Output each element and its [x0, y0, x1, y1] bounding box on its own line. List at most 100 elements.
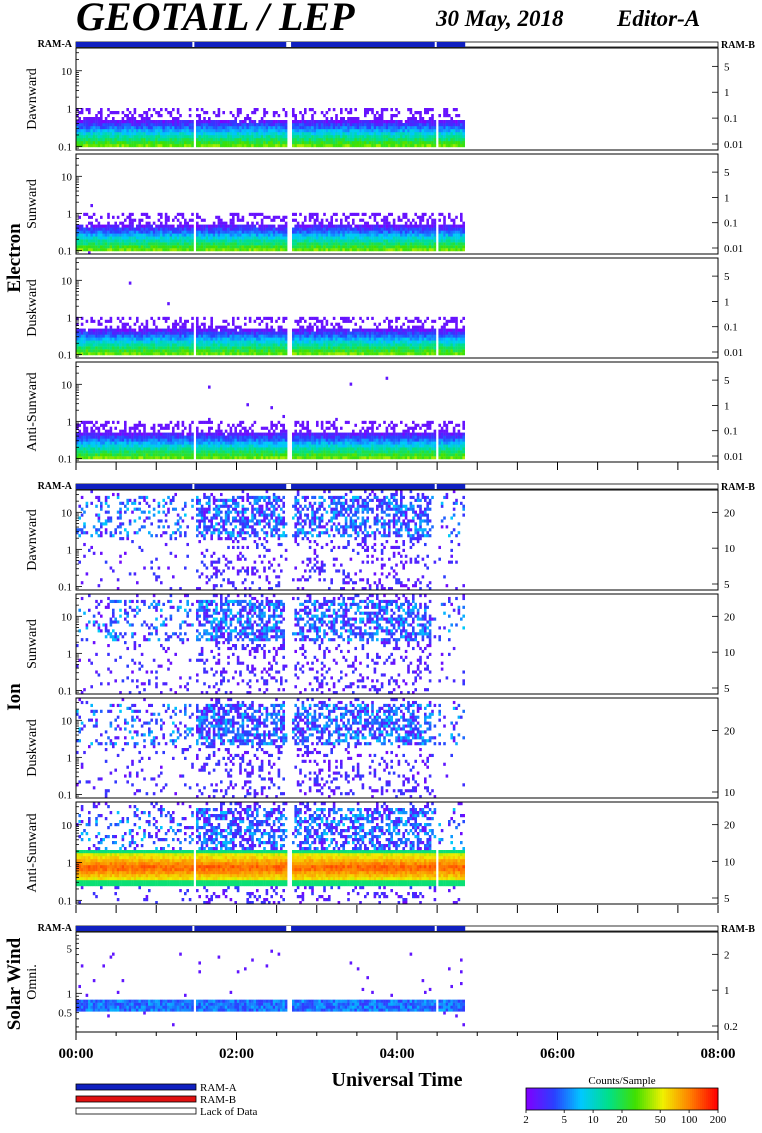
heat-cell — [100, 317, 103, 320]
heat-cell — [112, 343, 115, 346]
heat-cell — [186, 343, 189, 346]
heat-cell — [256, 340, 259, 343]
heat-cell — [414, 230, 417, 233]
heat-cell — [251, 126, 254, 129]
heat-cell — [299, 326, 302, 329]
heat-cell — [388, 228, 391, 231]
heat-cell — [160, 114, 163, 117]
heat-cell — [88, 144, 91, 147]
heat-cell — [81, 228, 84, 231]
heat-cell — [189, 329, 192, 332]
heat-cell — [400, 346, 403, 349]
heat-cell — [354, 346, 357, 349]
heat-cell — [429, 248, 432, 251]
heat-cell — [383, 132, 386, 135]
heat-cell — [141, 242, 144, 245]
heat-cell — [273, 144, 276, 147]
heat-cell — [390, 141, 393, 144]
heat-cell — [280, 337, 283, 340]
heat-cell — [434, 329, 437, 332]
heat-cell — [304, 108, 307, 111]
heat-cell — [335, 225, 338, 228]
heat-cell — [414, 141, 417, 144]
heat-cell — [381, 242, 384, 245]
heat-cell — [266, 138, 269, 141]
heat-cell — [429, 329, 432, 332]
heat-cell — [138, 233, 141, 236]
heat-cell — [462, 138, 465, 141]
heat-cell — [398, 245, 401, 248]
heat-cell — [112, 346, 115, 349]
heat-cell — [374, 216, 377, 219]
heat-cell — [419, 343, 422, 346]
heat-cell — [359, 132, 362, 135]
heat-cell — [342, 317, 345, 320]
heat-cell — [165, 340, 168, 343]
heat-cell — [309, 144, 312, 147]
heat-cell — [86, 225, 89, 228]
heat-cell — [388, 222, 391, 225]
heat-cell — [321, 219, 324, 222]
heat-cell — [395, 225, 398, 228]
heat-cell — [143, 349, 146, 352]
heat-cell — [378, 337, 381, 340]
heat-cell — [100, 239, 103, 242]
heat-cell — [333, 228, 336, 231]
heat-cell — [273, 349, 276, 352]
heat-cell — [434, 343, 437, 346]
heat-cell — [405, 337, 408, 340]
heat-cell — [431, 239, 434, 242]
heat-cell — [342, 337, 345, 340]
heat-cell — [222, 233, 225, 236]
heat-cell — [270, 248, 273, 251]
heat-cell — [318, 230, 321, 233]
heat-cell — [402, 225, 405, 228]
heat-cell — [177, 123, 180, 126]
heat-cell — [359, 236, 362, 239]
heat-cell — [191, 230, 194, 233]
heat-cell — [328, 337, 331, 340]
heat-cell — [438, 144, 441, 147]
heat-cell — [158, 111, 161, 114]
heat-cell — [179, 120, 182, 123]
heat-cell — [390, 352, 393, 355]
heat-cell — [340, 346, 343, 349]
heat-cell — [398, 337, 401, 340]
heat-cell — [342, 120, 345, 123]
heat-cell — [196, 228, 199, 231]
heat-cell — [285, 138, 288, 141]
heat-cell — [326, 126, 329, 129]
heat-cell — [210, 233, 213, 236]
heat-cell — [215, 326, 218, 329]
heat-cell — [213, 132, 216, 135]
heat-cell — [350, 346, 353, 349]
heat-cell — [443, 337, 446, 340]
heat-cell — [143, 117, 146, 120]
heat-cell — [311, 233, 314, 236]
heat-cell — [170, 129, 173, 132]
heat-cell — [174, 132, 177, 135]
heat-cell — [254, 332, 257, 335]
heat-cell — [131, 219, 134, 222]
heat-cell — [314, 126, 317, 129]
heat-cell — [362, 320, 365, 323]
heat-cell — [311, 242, 314, 245]
heat-cell — [225, 248, 228, 251]
heat-cell — [398, 233, 401, 236]
heat-cell — [302, 144, 305, 147]
heat-cell — [88, 349, 91, 352]
heat-cell — [278, 230, 281, 233]
heat-cell — [237, 248, 240, 251]
heat-cell — [460, 213, 463, 216]
heat-cell — [366, 222, 369, 225]
heat-cell — [129, 135, 132, 138]
heat-cell — [381, 138, 384, 141]
heat-cell — [282, 126, 285, 129]
heat-cell — [438, 114, 441, 117]
heat-cell — [458, 337, 461, 340]
heat-cell — [203, 228, 206, 231]
heat-cell — [292, 233, 295, 236]
heat-cell — [220, 248, 223, 251]
heat-cell — [386, 245, 389, 248]
heat-cell — [364, 141, 367, 144]
